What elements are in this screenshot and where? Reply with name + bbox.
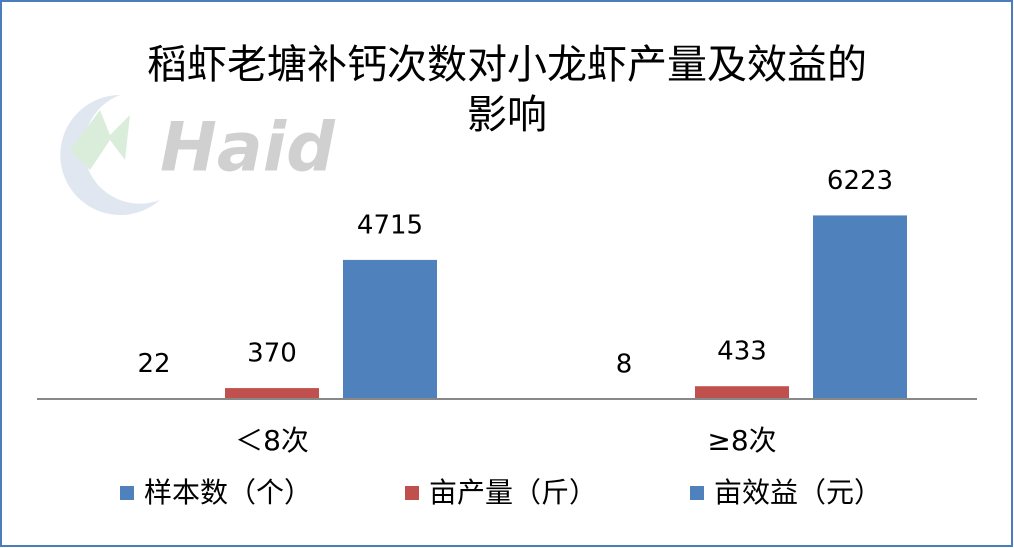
bar	[813, 215, 907, 399]
data-label: 6223	[827, 166, 893, 196]
data-label: 370	[247, 339, 297, 369]
legend-swatch	[690, 486, 704, 500]
bar	[343, 259, 437, 399]
legend-swatch	[405, 486, 419, 500]
watermark-leaf	[70, 110, 130, 170]
watermark-logo	[60, 95, 160, 215]
data-label: 22	[137, 349, 170, 379]
legend-swatch	[120, 486, 134, 500]
watermark-text: Haid	[160, 109, 336, 188]
watermark: Haid	[60, 95, 336, 215]
legend-label: 亩产量（斤）	[429, 476, 597, 509]
x-tick-label: ＜8次	[235, 424, 309, 457]
x-tick-label: ≥8次	[707, 424, 776, 457]
data-label: 8	[616, 349, 633, 379]
legend-label: 亩效益（元）	[714, 476, 882, 509]
bar	[225, 388, 319, 399]
legend-label: 样本数（个）	[144, 476, 312, 509]
chart-title: 稻虾老塘补钙次数对小龙虾产量及效益的影响	[147, 42, 867, 138]
data-label: 433	[717, 337, 767, 367]
data-label: 4715	[357, 210, 423, 240]
bar	[695, 386, 789, 399]
